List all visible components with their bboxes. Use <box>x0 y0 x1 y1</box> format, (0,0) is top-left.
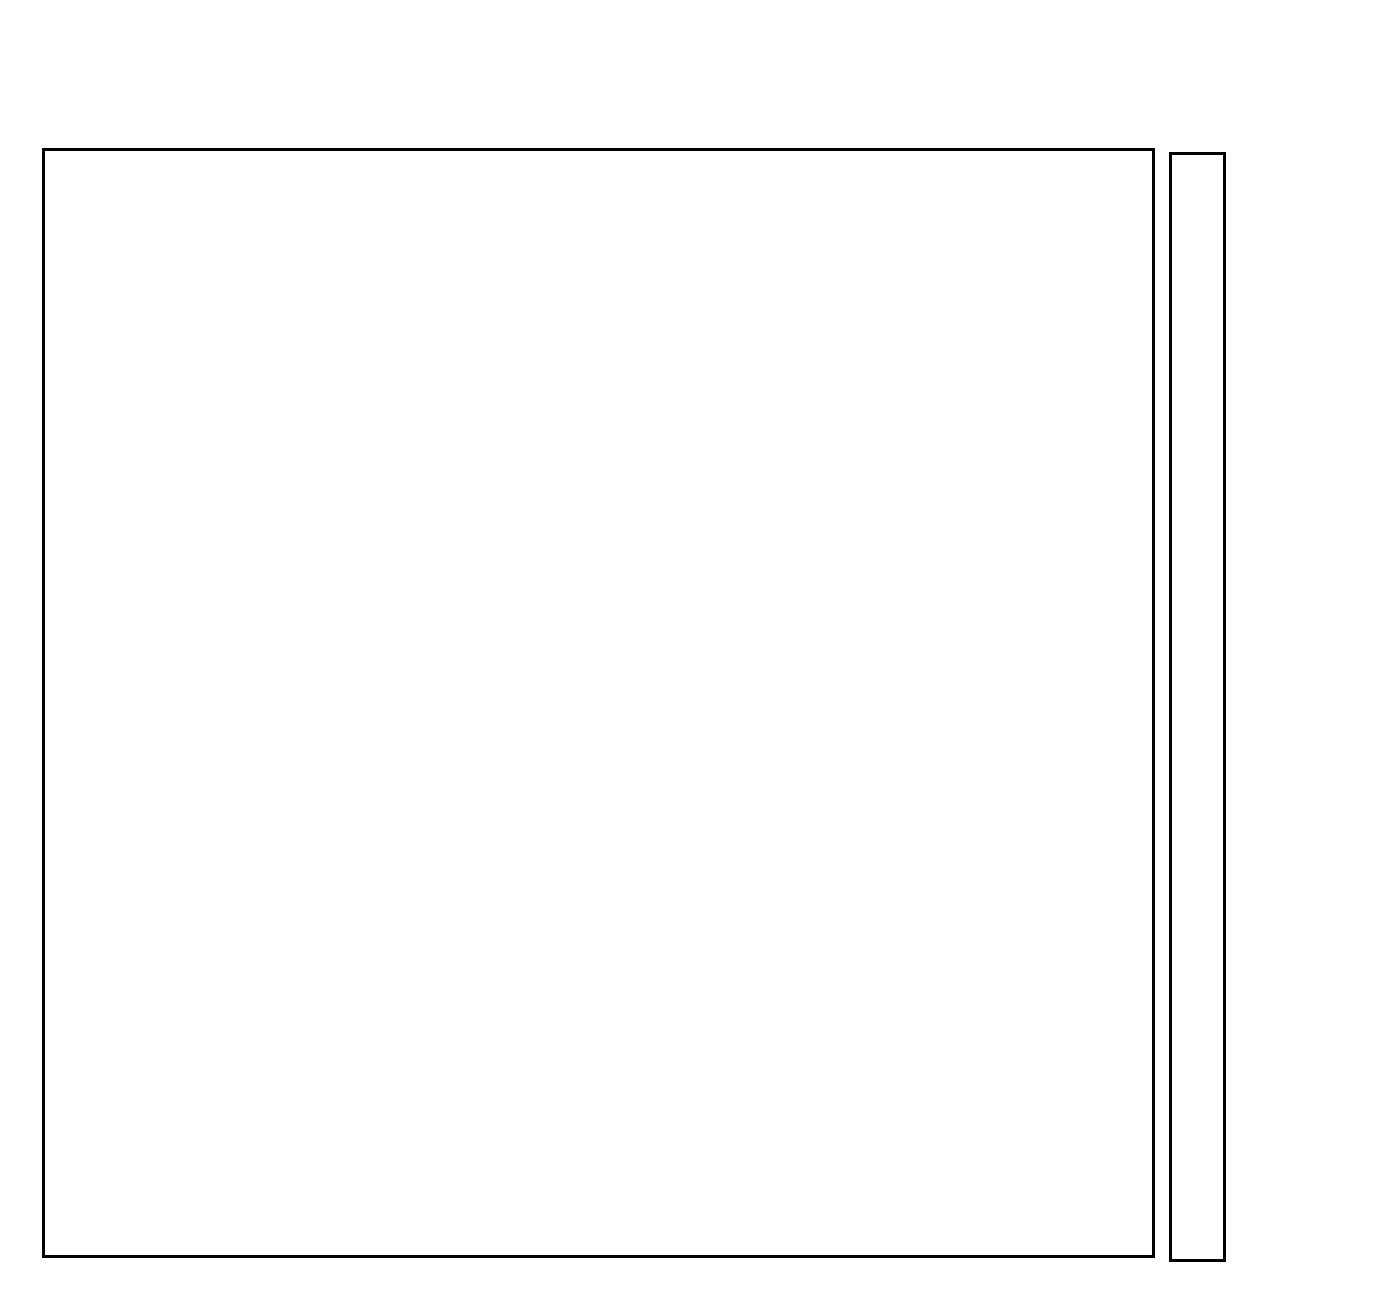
axes-frame <box>42 148 1155 1258</box>
colorbar <box>1169 152 1226 1262</box>
map-axes <box>42 148 1155 1258</box>
